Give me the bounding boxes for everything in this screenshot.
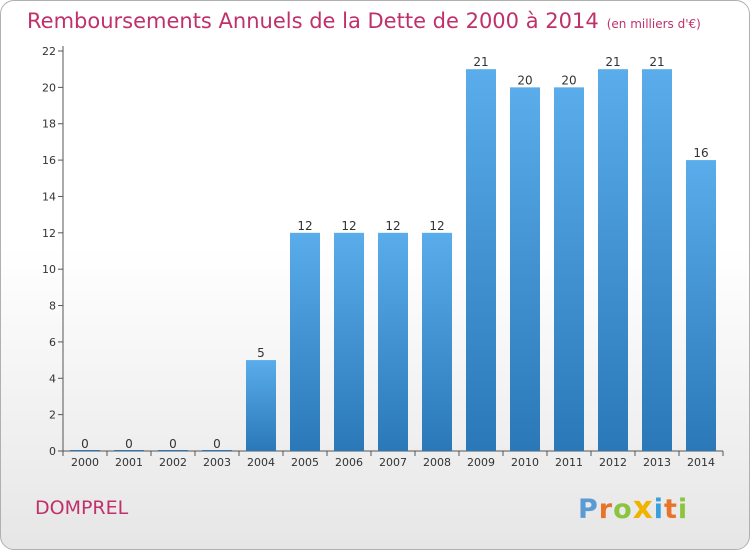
x-tick-label: 2013 <box>643 456 671 469</box>
x-tick-label: 2010 <box>511 456 539 469</box>
bar <box>202 450 232 451</box>
x-tick-label: 2014 <box>687 456 715 469</box>
bar <box>334 232 364 451</box>
chart-title-text: Remboursements Annuels de la Dette de 20… <box>27 9 599 33</box>
logo-letter: x <box>632 490 654 526</box>
bar <box>422 232 452 451</box>
data-label: 21 <box>473 55 488 69</box>
y-tick-label: 16 <box>42 154 56 167</box>
y-tick-label: 4 <box>49 372 56 385</box>
bar <box>510 87 540 451</box>
x-tick-label: 2001 <box>115 456 143 469</box>
data-label: 20 <box>517 73 532 87</box>
bar <box>642 69 672 451</box>
data-label: 0 <box>213 437 221 451</box>
bar <box>290 232 320 451</box>
bar <box>466 69 496 451</box>
data-label: 12 <box>297 219 312 233</box>
logo-letter: i <box>653 494 664 525</box>
x-tick-label: 2007 <box>379 456 407 469</box>
bar <box>114 450 144 451</box>
data-label: 20 <box>561 73 576 87</box>
y-tick-label: 22 <box>42 45 56 58</box>
proxiti-logo: Proxiti <box>578 490 688 526</box>
x-tick-label: 2002 <box>159 456 187 469</box>
logo-letter: i <box>677 494 689 525</box>
y-tick-label: 12 <box>42 227 56 240</box>
y-tick-label: 6 <box>49 336 56 349</box>
x-tick-label: 2006 <box>335 456 363 469</box>
data-label: 16 <box>693 146 708 160</box>
y-tick-label: 10 <box>42 263 56 276</box>
bar <box>686 160 716 451</box>
y-tick-label: 8 <box>49 300 56 313</box>
data-label: 5 <box>257 346 265 360</box>
data-label: 21 <box>649 55 664 69</box>
logo-letter: o <box>613 494 633 525</box>
data-label: 12 <box>341 219 356 233</box>
data-label: 12 <box>429 219 444 233</box>
data-label: 0 <box>169 437 177 451</box>
y-tick-label: 0 <box>49 445 56 458</box>
bar <box>554 87 584 451</box>
y-tick-label: 18 <box>42 118 56 131</box>
x-tick-label: 2004 <box>247 456 275 469</box>
chart-bars <box>70 69 716 451</box>
y-tick-label: 14 <box>42 190 56 203</box>
x-tick-label: 2003 <box>203 456 231 469</box>
logo-letter: P <box>578 494 599 525</box>
data-label: 0 <box>81 437 89 451</box>
data-label: 0 <box>125 437 133 451</box>
data-label: 12 <box>385 219 400 233</box>
bar <box>70 450 100 451</box>
x-tick-label: 2012 <box>599 456 627 469</box>
bar <box>158 450 188 451</box>
logo-letter: r <box>598 494 614 525</box>
commune-name: DOMPREL <box>35 497 129 519</box>
y-tick-label: 2 <box>49 409 56 422</box>
chart-labels: 0 0 0 0 5 12 12 12 12 21 20 20 21 21 16 <box>81 55 708 451</box>
data-label: 21 <box>605 55 620 69</box>
logo-letter: t <box>663 494 678 525</box>
x-tick-label: 2008 <box>423 456 451 469</box>
chart-subtitle: (en milliers d'€) <box>606 17 701 31</box>
bar <box>598 69 628 451</box>
x-tick-label: 2005 <box>291 456 319 469</box>
chart-title: Remboursements Annuels de la Dette de 20… <box>27 9 701 33</box>
bar <box>246 360 276 451</box>
x-tick-label: 2011 <box>555 456 583 469</box>
x-tick-label: 2000 <box>71 456 99 469</box>
y-tick-label: 20 <box>42 81 56 94</box>
bar <box>378 232 408 451</box>
x-tick-label: 2009 <box>467 456 495 469</box>
